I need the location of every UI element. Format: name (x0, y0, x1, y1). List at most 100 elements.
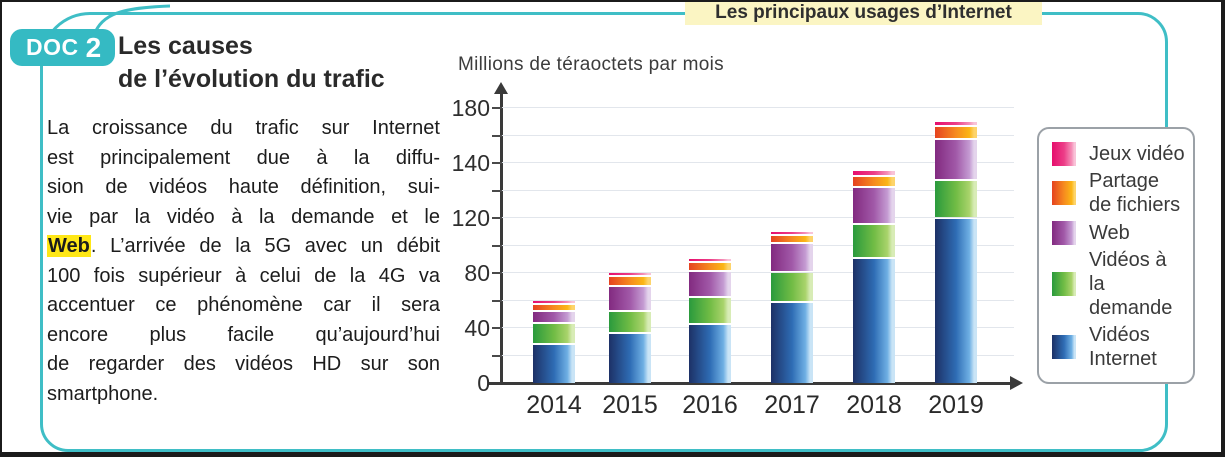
legend-item: Partage de fichiers (1052, 169, 1185, 217)
bar-segment (533, 344, 575, 383)
paragraph-line: est principalement due à la diffu- (47, 146, 440, 169)
x-axis-label: 2018 (846, 391, 902, 419)
bar-segment (935, 139, 977, 179)
highlighted-term: Web (47, 235, 91, 257)
x-axis-label: 2017 (764, 391, 820, 419)
stacked-bar (853, 171, 895, 383)
bar-segment (935, 121, 977, 126)
gridline (501, 327, 1014, 328)
bar-segment (689, 263, 731, 270)
stacked-bar (689, 259, 731, 383)
bar-segment (771, 303, 813, 383)
y-axis-tick (492, 134, 502, 137)
gridline (501, 244, 1014, 246)
doc-badge: DOC 2 (10, 29, 116, 66)
stacked-bar (771, 231, 813, 383)
bar-segment (533, 323, 575, 343)
legend-swatch-icon (1052, 181, 1076, 206)
y-axis-tick (492, 299, 502, 302)
paragraph-line: 100 fois supérieur à celui de la 4G va (47, 264, 440, 287)
bar-segment (533, 304, 575, 310)
bar-segment (609, 333, 651, 383)
x-axis-label: 2014 (526, 391, 582, 419)
bar-segment (853, 224, 895, 258)
bar-segment (853, 171, 895, 175)
gridline (501, 189, 1014, 191)
legend-label: Partage de fichiers (1089, 170, 1181, 217)
y-axis-tick (492, 327, 502, 329)
legend-item: Web (1052, 220, 1185, 245)
y-axis-title: Millions de téraoctets par mois (458, 54, 724, 75)
stacked-bar (533, 300, 575, 383)
paragraph-line: smartphone. (47, 382, 159, 405)
bar-segment (853, 259, 895, 383)
doc-title-line2: de l’évolution du trafic (118, 65, 385, 93)
y-axis-tick-label: 80 (464, 260, 490, 286)
paragraph-line: sion de vidéos haute définition, sui- (47, 176, 440, 198)
paragraph-line: vie par la vidéo à la demande et le (47, 205, 440, 228)
bar-segment (771, 231, 813, 234)
gridline (501, 134, 1014, 136)
y-axis-tick (492, 244, 502, 247)
bottom-frame-bar (2, 452, 1221, 457)
y-axis-tick-label: 120 (451, 205, 490, 231)
bar-segment (609, 273, 651, 276)
bar-segment (609, 286, 651, 310)
legend-label: Jeux vidéo (1089, 143, 1185, 165)
y-axis-tick (492, 272, 502, 274)
x-axis-arrow-icon (1010, 376, 1023, 390)
plot-area: 2014 2015 2016 2017 2018 2019 (492, 107, 1015, 419)
paragraph-line: de regarder des vidéos HD sur son (47, 353, 440, 375)
paragraph-line: Web. L’arrivée de la 5G avec un débit (47, 235, 440, 257)
gridline (501, 217, 1014, 218)
gridline (501, 272, 1014, 273)
y-axis-line (500, 92, 503, 383)
legend-label: Vidéos à la demande (1089, 248, 1173, 319)
y-axis-tick (492, 107, 502, 109)
bar-segment (853, 176, 895, 186)
paragraph-line: La croissance du trafic sur Internet (47, 117, 440, 139)
legend-item: Jeux vidéo (1052, 142, 1185, 166)
y-axis-tick-label: 140 (451, 150, 490, 176)
bar-segment (771, 235, 813, 243)
gridline (501, 162, 1014, 163)
legend-swatch-icon (1052, 271, 1076, 296)
x-axis-label: 2019 (928, 391, 984, 419)
y-axis-arrow-icon (494, 82, 508, 94)
doc-badge-label: DOC (26, 34, 79, 60)
legend-label: Vidéos Internet (1089, 324, 1157, 370)
chart-title-tab: Les principaux usages d’Internet (685, 2, 1042, 25)
bar-segment (935, 219, 977, 383)
legend-swatch-icon (1052, 142, 1076, 166)
bar-segment (609, 277, 651, 285)
gridline (501, 107, 1014, 108)
y-axis-tick-label: 180 (451, 95, 490, 121)
y-axis-tick (492, 162, 502, 164)
x-axis-line (489, 382, 1012, 385)
legend-item: Vidéos Internet (1052, 323, 1185, 371)
bar-segment (689, 259, 731, 262)
doc-paragraph: La croissance du trafic sur Internet est … (47, 114, 440, 409)
bar-segment (533, 300, 575, 303)
legend-swatch-icon (1052, 335, 1076, 359)
y-axis-tick-label: 0 (477, 370, 490, 396)
y-axis-tick (492, 354, 502, 357)
gridline (501, 354, 1014, 356)
doc-title: Les causes de l’évolution du trafic (118, 30, 385, 96)
legend-swatch-icon (1052, 220, 1076, 245)
bar-segment (689, 325, 731, 383)
bar-segment (935, 180, 977, 218)
bar-segment (689, 271, 731, 296)
y-axis-tick (492, 217, 502, 219)
bar-segment (771, 244, 813, 271)
doc-title-line1: Les causes (118, 32, 253, 60)
legend-item: Vidéos à la demande (1052, 248, 1185, 320)
x-axis-label: 2015 (602, 391, 658, 419)
doc-badge-number: 2 (85, 31, 102, 63)
bar-segment (853, 187, 895, 223)
paragraph-line: encore plus facile qu’aujourd’hui (47, 323, 440, 346)
bar-segment (533, 311, 575, 322)
x-axis-label: 2016 (682, 391, 738, 419)
